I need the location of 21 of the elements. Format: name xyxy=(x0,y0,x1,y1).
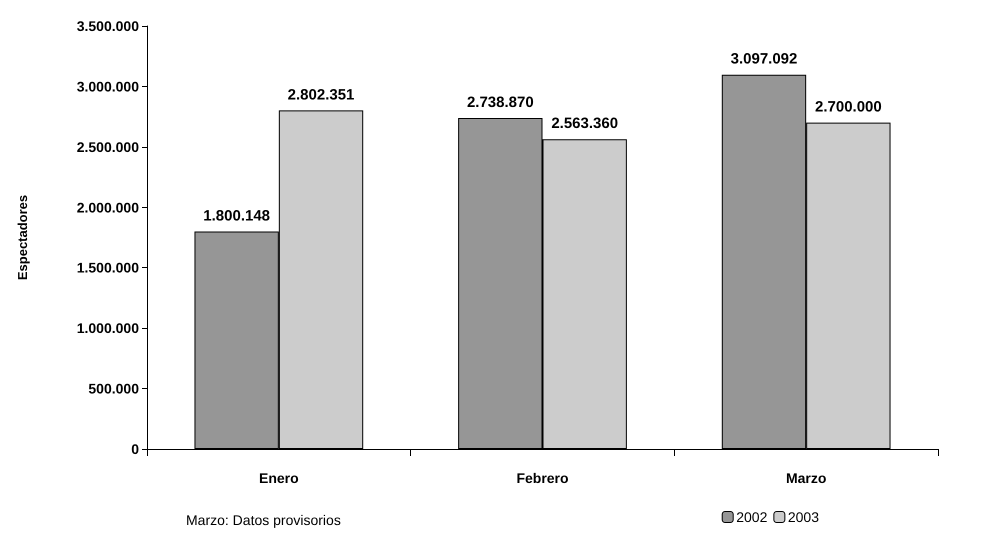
y-tick-label: 500.000 xyxy=(88,380,140,397)
x-tick-label: Marzo xyxy=(786,470,826,486)
data-label: 2.738.870 xyxy=(466,94,534,111)
text: Marzo: Datos provisorios xyxy=(186,512,341,528)
y-tick-label: 3.000.000 xyxy=(76,78,140,94)
data-label: 3.097.092 xyxy=(730,50,798,68)
data-label: 2.802.351 xyxy=(288,86,354,104)
y-tick-label: 1.000.000 xyxy=(76,320,140,336)
data-label: 1.800.148 xyxy=(203,207,270,224)
y-tick-label: 2.000.000 xyxy=(76,199,140,216)
x-tick-label: Enero xyxy=(258,470,299,486)
y-axis-title: Espectadores xyxy=(15,194,30,280)
y-tick-label: 2.500.000 xyxy=(76,138,140,155)
data-label: 2.563.360 xyxy=(551,115,618,132)
data-label: 2.700.000 xyxy=(814,98,882,116)
legend-label: 2002 xyxy=(736,509,768,525)
y-tick-label: 1.500.000 xyxy=(76,260,140,276)
x-tick-label: Febrero xyxy=(516,470,569,486)
y-tick-label: 0 xyxy=(131,441,140,457)
legend-label: 2003 xyxy=(788,509,820,525)
y-tick-label: 3.500.000 xyxy=(76,18,140,34)
